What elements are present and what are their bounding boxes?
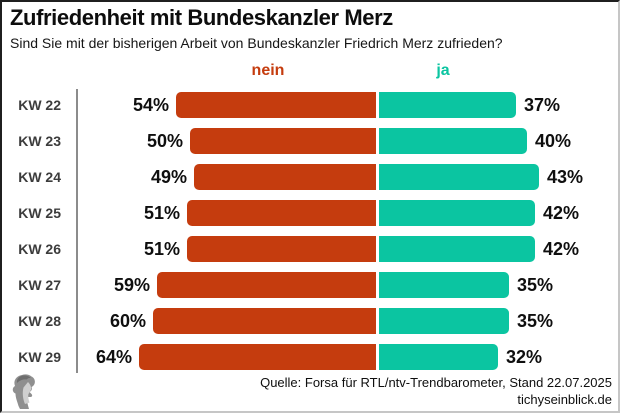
week-label: KW 23 (18, 133, 61, 149)
ja-value-label: 40% (535, 130, 572, 151)
nein-value-label: 50% (146, 130, 183, 151)
nein-bar (194, 164, 376, 190)
week-label: KW 26 (18, 241, 61, 257)
nein-zone: 59% (78, 272, 376, 298)
legend-nein: nein (251, 62, 285, 79)
nein-bar (157, 272, 376, 298)
nein-value-label: 51% (143, 238, 180, 259)
classical-head-cameo-logo-icon (12, 374, 35, 409)
site-url: tichyseinblick.de (517, 391, 612, 407)
chart-rows: KW 22 54% 37% KW 23 50% 40% KW 24 49% (2, 87, 618, 375)
ja-bar (379, 164, 539, 190)
week-label: KW 28 (18, 313, 61, 329)
ja-bar (379, 128, 527, 154)
ja-zone: 32% (379, 344, 618, 370)
ja-bar (379, 236, 535, 262)
ja-zone: 42% (379, 236, 618, 262)
chart-row: KW 28 60% 35% (2, 303, 618, 339)
ja-zone: 43% (379, 164, 618, 190)
nein-value-label: 51% (143, 202, 180, 223)
nein-zone: 51% (78, 236, 376, 262)
chart-row: KW 29 64% 32% (2, 339, 618, 375)
nein-value-label: 60% (109, 310, 146, 331)
source-line: Quelle: Forsa für RTL/ntv-Trendbarometer… (260, 375, 612, 390)
source-attribution: Quelle: Forsa für RTL/ntv-Trendbarometer… (260, 375, 612, 408)
nein-zone: 64% (78, 344, 376, 370)
nein-bar (139, 344, 376, 370)
nein-zone: 51% (78, 200, 376, 226)
nein-bar (176, 92, 376, 118)
chart-row: KW 26 51% 42% (2, 231, 618, 267)
page-subtitle: Sind Sie mit der bisherigen Arbeit von B… (10, 35, 503, 51)
ja-zone: 35% (379, 272, 618, 298)
nein-bar (187, 200, 376, 226)
chart-row: KW 25 51% 42% (2, 195, 618, 231)
nein-zone: 50% (78, 128, 376, 154)
week-label: KW 22 (18, 97, 61, 113)
ja-value-label: 42% (543, 238, 580, 259)
nein-zone: 60% (78, 308, 376, 334)
nein-value-label: 64% (95, 346, 132, 367)
chart-row: KW 23 50% 40% (2, 123, 618, 159)
nein-bar (190, 128, 376, 154)
y-axis-line (76, 89, 78, 373)
nein-zone: 54% (78, 92, 376, 118)
nein-value-label: 59% (113, 274, 150, 295)
ja-value-label: 37% (524, 94, 561, 115)
ja-value-label: 32% (506, 346, 543, 367)
nein-value-label: 54% (132, 94, 169, 115)
ja-zone: 37% (379, 92, 618, 118)
nein-value-label: 49% (150, 166, 187, 187)
ja-bar (379, 92, 516, 118)
ja-zone: 42% (379, 200, 618, 226)
diverging-bar-chart: KW 22 54% 37% KW 23 50% 40% KW 24 49% (2, 87, 618, 375)
chart-row: KW 27 59% 35% (2, 267, 618, 303)
week-label: KW 29 (18, 349, 61, 365)
ja-bar (379, 344, 498, 370)
ja-bar (379, 272, 509, 298)
ja-bar (379, 200, 535, 226)
ja-zone: 35% (379, 308, 618, 334)
nein-bar (187, 236, 376, 262)
ja-value-label: 35% (517, 274, 554, 295)
ja-zone: 40% (379, 128, 618, 154)
page-title: Zufriedenheit mit Bundeskanzler Merz (10, 5, 393, 30)
nein-zone: 49% (78, 164, 376, 190)
legend-ja: ja (436, 62, 450, 79)
ja-bar (379, 308, 509, 334)
week-label: KW 27 (18, 277, 61, 293)
nein-bar (153, 308, 376, 334)
chart-row: KW 22 54% 37% (2, 87, 618, 123)
chart-row: KW 24 49% 43% (2, 159, 618, 195)
week-label: KW 25 (18, 205, 61, 221)
ja-value-label: 43% (547, 166, 584, 187)
ja-value-label: 35% (517, 310, 554, 331)
ja-value-label: 42% (543, 202, 580, 223)
week-label: KW 24 (18, 169, 61, 185)
